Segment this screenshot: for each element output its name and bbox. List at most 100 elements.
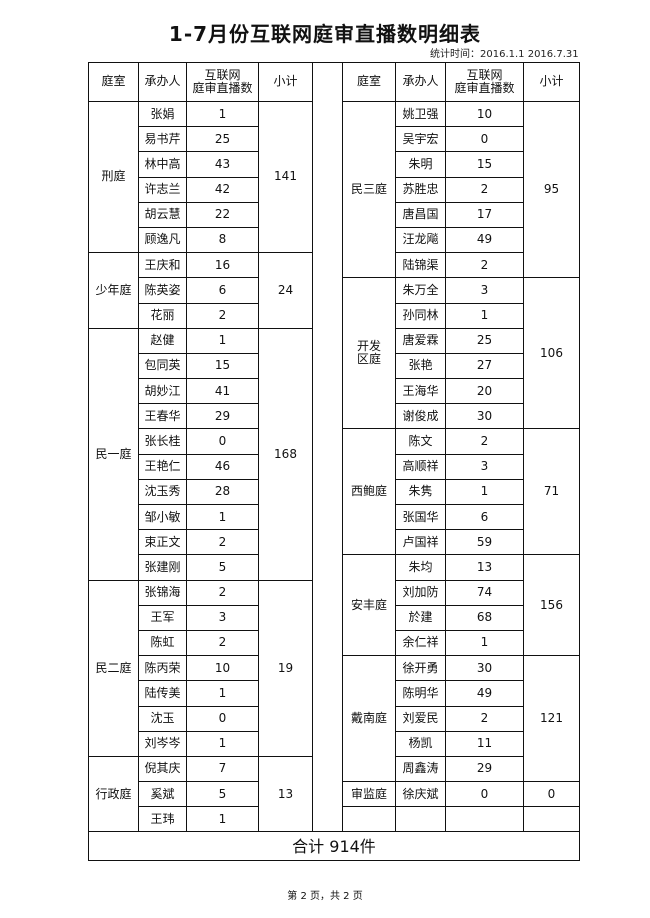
total-row: 合计 914件: [88, 831, 580, 862]
court-name: 开发 区庭: [342, 277, 396, 430]
table-row: 陈丙荣 10 戴南庭 徐开勇 30 121: [89, 655, 580, 783]
judge-name: 唐昌国: [395, 201, 446, 228]
broadcast-count: 8: [186, 226, 259, 254]
broadcast-count: 30: [445, 655, 524, 682]
judge-name: 刘岑岑: [138, 730, 187, 757]
broadcast-count: 11: [445, 730, 524, 757]
broadcast-count: 1: [445, 478, 524, 506]
broadcast-count: 20: [445, 378, 524, 405]
court-name: 民二庭: [88, 579, 139, 757]
judge-name: 余仁祥: [395, 629, 446, 657]
judge-name: 易书芹: [138, 126, 187, 153]
broadcast-count: 2: [186, 529, 259, 556]
table-row: 王玮 1: [89, 806, 580, 833]
subtotal: 121: [523, 655, 580, 783]
broadcast-count: 1: [445, 629, 524, 657]
judge-name: 花丽: [138, 302, 187, 329]
judge-name: 朱万全: [395, 277, 446, 304]
header-count: 互联网 庭审直播数: [445, 62, 524, 102]
subtotal: 0: [523, 781, 580, 808]
broadcast-count: 1: [186, 680, 259, 707]
header-court: 庭室: [342, 62, 396, 102]
broadcast-count: 1: [186, 100, 259, 128]
header-judge: 承办人: [395, 62, 446, 102]
detail-table: 庭室 承办人 互联网 庭审直播数 小计 庭室 承办人 互联网 庭审直播数 小计 刑庭 张娟 1 141 民三…: [88, 61, 580, 862]
table-row: 许志兰 42 苏胜忠 2: [89, 176, 580, 203]
court-name: 西鲍庭: [342, 428, 396, 556]
judge-name: 苏胜忠: [395, 176, 446, 203]
table-row: 张建刚 5 安丰庭 朱均 13 156: [89, 554, 580, 657]
broadcast-count: 1: [186, 730, 259, 757]
judge-name: 卢国祥: [395, 529, 446, 556]
broadcast-count: 1: [186, 327, 259, 354]
broadcast-count: 15: [186, 352, 259, 380]
judge-name: 张建刚: [138, 554, 187, 581]
subtotal: 71: [523, 428, 580, 556]
judge-name: 奚斌: [138, 781, 187, 808]
judge-name: 汪龙飚: [395, 226, 446, 254]
table-row: 刑庭 张娟 1 141 民三庭 姚卫强 10 95: [88, 100, 580, 279]
spacer-column: [312, 61, 343, 833]
court-name: 少年庭: [88, 252, 139, 329]
broadcast-count: 27: [445, 352, 524, 380]
table-row: 刘岑岑 1 杨凯 11: [89, 730, 580, 757]
judge-name: 吴宇宏: [395, 126, 446, 153]
court-name: 民一庭: [88, 327, 139, 581]
subtotal: 168: [258, 327, 313, 581]
subtotal: 141: [258, 100, 313, 254]
broadcast-count: 15: [445, 151, 524, 178]
broadcast-count: 3: [445, 453, 524, 480]
broadcast-count: 2: [186, 302, 259, 329]
judge-name: 束正文: [138, 529, 187, 556]
broadcast-count: 6: [186, 277, 259, 304]
header-count: 互联网 庭审直播数: [186, 62, 259, 102]
broadcast-count: 10: [445, 100, 524, 128]
judge-name: 张娟: [138, 100, 187, 128]
broadcast-count: 41: [186, 378, 259, 405]
judge-name: 陈英姿: [138, 277, 187, 304]
court-name: 安丰庭: [342, 554, 396, 657]
judge-name: 胡云慧: [138, 201, 187, 228]
judge-name: 朱隽: [395, 478, 446, 506]
page-title: 1-7月份互联网庭审直播数明细表: [168, 22, 482, 46]
broadcast-count: 49: [445, 680, 524, 707]
judge-name: 刘加防: [395, 579, 446, 606]
judge-name: 周鑫涛: [395, 755, 446, 783]
judge-name: 沈玉: [138, 705, 187, 732]
judge-name: 张长桂: [138, 428, 187, 455]
judge-name: 唐爱霖: [395, 327, 446, 354]
judge-name: 陆锦渠: [395, 252, 446, 279]
broadcast-count: 49: [445, 226, 524, 254]
judge-name: 徐庆斌: [395, 781, 446, 808]
broadcast-count: 2: [445, 428, 524, 455]
header-court: 庭室: [88, 62, 139, 102]
broadcast-count: 13: [445, 554, 524, 581]
table-row: 沈玉秀 28 朱隽 1: [89, 478, 580, 506]
subtotal: 24: [258, 252, 313, 329]
table-row: 王军 3 於建 68: [89, 604, 580, 631]
broadcast-count: 59: [445, 529, 524, 556]
subtotal: 19: [258, 579, 313, 757]
broadcast-count: 0: [186, 428, 259, 455]
judge-name: 包同英: [138, 352, 187, 380]
judge-name: 赵健: [138, 327, 187, 354]
empty-cell: [395, 806, 446, 833]
broadcast-count: 22: [186, 201, 259, 228]
judge-name: 孙同林: [395, 302, 446, 329]
judge-name: 张艳: [395, 352, 446, 380]
table-row: 民一庭 赵健 1 168 唐爱霖 25: [88, 327, 580, 581]
broadcast-count: 2: [445, 252, 524, 279]
table-row: 陈英姿 6 开发 区庭 朱万全 3 106: [89, 277, 580, 430]
table-row: 王艳仁 46 高顺祥 3: [89, 453, 580, 480]
broadcast-count: 2: [445, 705, 524, 732]
broadcast-count: 1: [186, 503, 259, 531]
broadcast-count: 29: [445, 755, 524, 783]
table-row: 邹小敏 1 张国华 6: [89, 503, 580, 531]
court-name: 民三庭: [342, 100, 396, 279]
judge-name: 陆传美: [138, 680, 187, 707]
judge-name: 倪其庆: [138, 755, 187, 783]
empty-cell: [445, 806, 524, 833]
broadcast-count: 16: [186, 252, 259, 279]
subtotal: 13: [258, 755, 313, 833]
court-name: 审监庭: [342, 781, 396, 808]
